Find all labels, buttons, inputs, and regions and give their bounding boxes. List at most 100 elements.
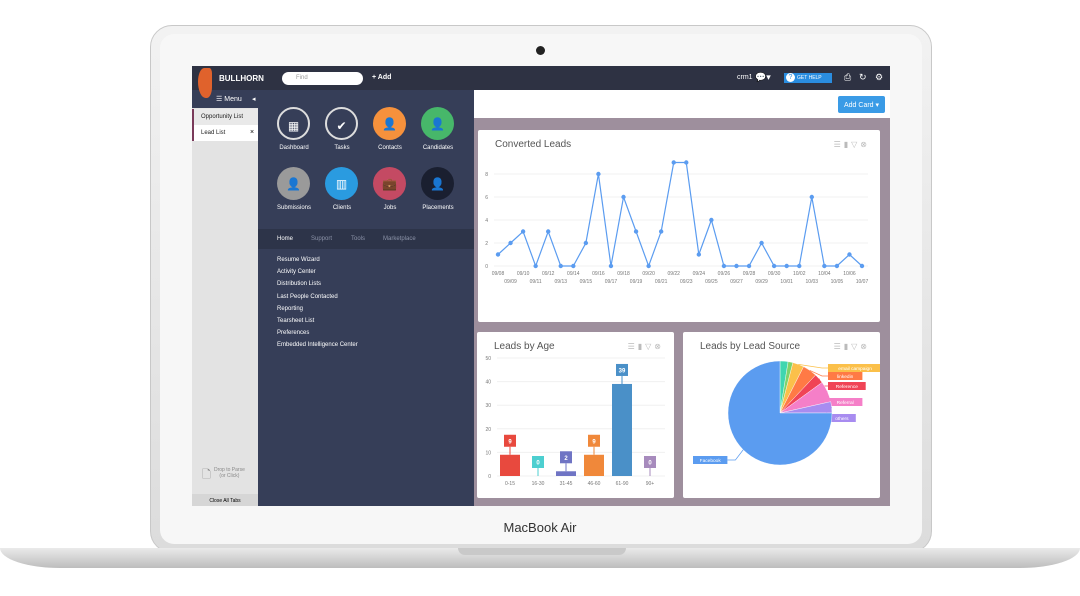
x-tick-label: 10/02 [793,271,806,277]
chat-icon[interactable]: 💬▾ [755,72,771,82]
tile-candidates[interactable]: 👤 [421,107,454,140]
menu-link[interactable]: Resume Wizard [277,257,320,263]
x-tick-label: 09/25 [705,279,718,285]
person-icon: 👤 [286,177,301,191]
main-menu: Home Support Tools Marketplace Resume Wi… [258,90,474,506]
drop-label: Drop to Parse [214,467,245,473]
slice-label: Referral [837,400,854,406]
data-point [734,263,739,269]
data-point [508,240,513,246]
menu-link[interactable]: Preferences [277,330,310,336]
tab-opportunity-list[interactable]: Opportunity List [192,109,258,125]
series-line [497,161,863,268]
x-tick-label: 10/06 [843,271,856,277]
menu-link[interactable]: Embedded Intelligence Center [277,342,358,348]
menu-tab-marketplace[interactable]: Marketplace [383,236,416,242]
person-icon: 👤 [430,117,445,131]
slice-label: email campaign [838,366,872,372]
slice-label-box [828,398,863,406]
x-tick-label: 09/21 [655,279,668,285]
leads-by-age-card: Leads by Age ☰▮▽⊗ 0 10 20 30 40 50 9 0-15 0 16-30… [477,332,674,498]
menu-link[interactable]: Last People Contacted [277,294,338,300]
find-input[interactable]: Find [282,72,363,85]
tile-submissions[interactable]: 👤 [277,167,310,200]
x-tick-label: 0-15 [505,481,515,487]
tile-label: Jobs [383,205,397,211]
y-tick-label: 0 [488,474,491,480]
person-icon: 👤 [382,117,397,131]
tab-label: Lead List [201,130,226,136]
card-tools[interactable]: ☰▮▽⊗ [627,342,664,351]
data-point [847,252,852,257]
slice-label-box [828,414,856,422]
bullhorn-logo-icon [198,68,212,98]
collapse-icon[interactable]: ◂ [252,96,256,103]
x-tick-label: 10/05 [831,279,844,285]
data-point [571,263,576,269]
card-tools[interactable]: ☰▮▽⊗ [833,342,870,351]
logo-text: BULLHORN [219,74,264,83]
laptop-notch [458,548,626,555]
bar [584,454,604,476]
tile-jobs[interactable]: 💼 [373,167,406,200]
menu-tab-tools[interactable]: Tools [351,236,366,242]
data-point [709,217,714,223]
tile-contacts[interactable]: 👤 [373,107,406,140]
x-tick-label: 09/16 [592,271,605,277]
data-label-box [644,456,656,468]
tile-tasks[interactable]: ✔ [325,107,358,140]
data-point [797,263,802,269]
x-tick-label: 61-90 [616,481,629,487]
refresh-icon[interactable]: ↻ [859,72,867,82]
add-card-button[interactable]: Add Card ▾ [838,96,885,113]
x-tick-label: 09/17 [605,279,618,285]
card-title: Leads by Age [494,341,555,352]
slice-label: Facebook [700,458,722,464]
top-bar: BULLHORN Find + Add crm1 💬▾ GET HELP ? ⎙… [192,66,890,98]
y-tick-label: 0 [485,264,488,270]
menu-link[interactable]: Tearsheet List [277,318,315,324]
card-title: Leads by Lead Source [700,341,801,352]
print-icon[interactable]: ⎙ [844,72,852,82]
data-point [859,263,865,269]
menu-tab-home[interactable]: Home [277,236,294,242]
close-tab-icon[interactable]: × [250,129,255,136]
tab-lead-list[interactable]: Lead List [192,125,258,141]
tile-dashboard[interactable]: ▦ [277,107,310,140]
x-tick-label: 09/23 [680,279,693,285]
card-tools[interactable]: ☰▮▽⊗ [833,140,870,149]
camera [536,46,545,55]
menu-link[interactable]: Activity Center [277,269,316,275]
bar [500,454,520,476]
drop-to-parse[interactable]: Drop to Parse (or Click) [214,467,245,479]
data-label-box [560,451,572,464]
tab-column: ☰ Menu ◂ Opportunity List Lead List × 🗋 … [192,90,258,506]
add-button[interactable]: + Add [372,74,392,81]
menu-tab-support[interactable]: Support [311,236,333,242]
tile-clients[interactable]: ▥ [325,167,358,200]
x-tick-label: 31-45 [560,481,573,487]
dashboard: Add Card ▾ Converted Leads ☰▮▽⊗ 0 2 4 6 8 09/… [474,90,890,506]
user-name[interactable]: crm1 [737,74,753,81]
x-tick-label: 09/11 [530,279,542,285]
data-point [608,263,614,269]
pie-chart: email campaign linkedin Reference Referral o… [693,360,880,466]
label-connector [798,364,828,369]
data-label-box [588,434,600,447]
menu-link[interactable]: Distribution Lists [277,281,322,287]
close-all-tabs-button[interactable]: Close All Tabs [192,494,258,506]
data-point [621,194,626,200]
menu-button[interactable]: ☰ Menu [216,96,242,103]
x-tick-label: 09/09 [504,279,517,285]
data-label: 0 [648,461,652,467]
tile-placements[interactable]: 👤 [421,167,454,200]
slice-label-box [828,382,866,390]
get-help-button[interactable]: GET HELP [784,73,832,83]
x-tick-label: 90+ [646,481,655,487]
menu-link[interactable]: Reporting [277,306,304,312]
settings-icon[interactable]: ⚙ [875,72,884,82]
data-point [658,229,664,234]
tile-label: Dashboard [279,145,309,151]
tile-label: Contacts [378,145,402,151]
y-tick-label: 2 [485,241,488,247]
